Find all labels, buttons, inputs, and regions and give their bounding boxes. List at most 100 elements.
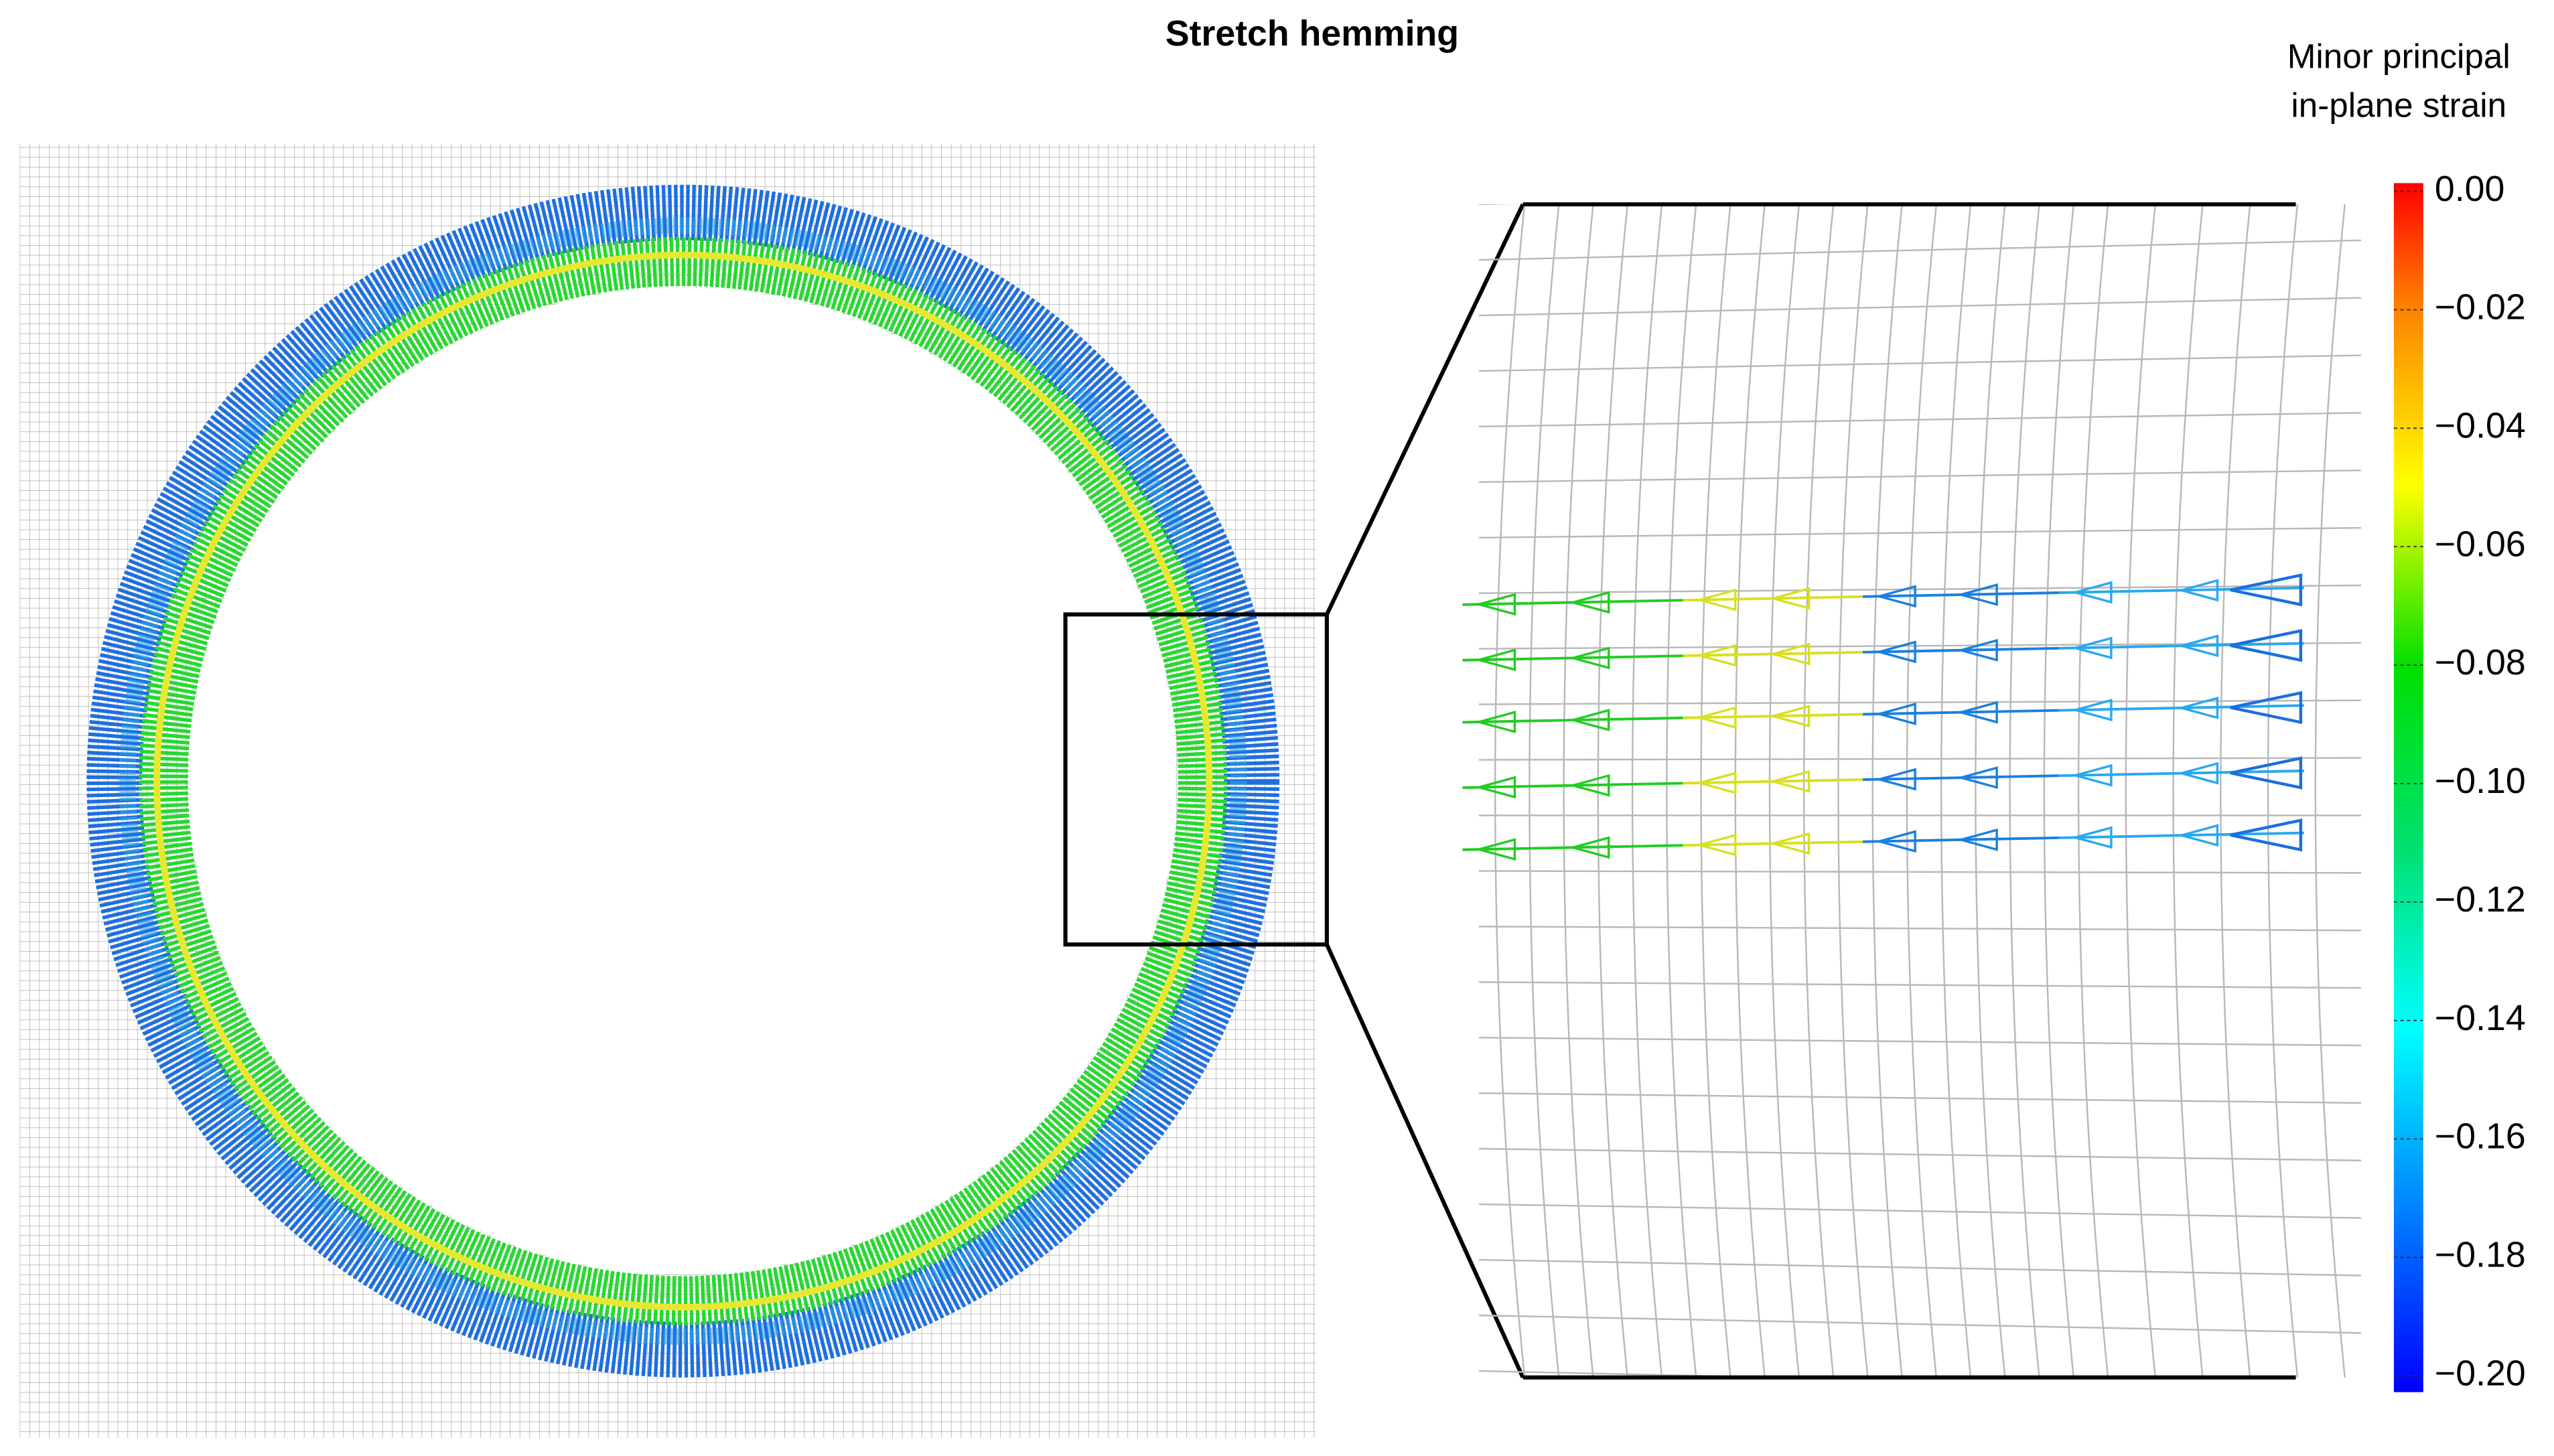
arrow-head <box>1695 588 1737 611</box>
colorbar-tick-label: −0.20 <box>2435 1353 2526 1393</box>
mesh-line <box>1478 1092 2362 1104</box>
mesh-line <box>2077 204 2109 1378</box>
arrow-head <box>1768 770 1811 793</box>
mesh-line <box>1478 699 2362 705</box>
mesh-line <box>1478 1147 2362 1161</box>
mesh-line <box>2043 204 2074 1378</box>
colorbar <box>2393 183 2423 1392</box>
arrow-head <box>2070 581 2113 604</box>
mesh-line <box>1478 1203 2362 1219</box>
colorbar-tick-label: −0.04 <box>2435 406 2526 446</box>
mesh-line <box>1478 1258 2362 1277</box>
arrow-head <box>1874 640 1916 664</box>
mesh-line <box>1768 204 1800 1378</box>
arrow-head <box>1768 832 1811 855</box>
mesh-line <box>1478 1370 1810 1378</box>
colorbar-tick-label: −0.06 <box>2435 524 2526 564</box>
arrow-head <box>2070 763 2113 787</box>
arrow-head <box>1768 587 1811 610</box>
strain-arrows <box>1462 573 2304 861</box>
mesh-line <box>1666 204 1697 1378</box>
arrow-head <box>1695 644 1737 667</box>
mesh-line <box>2267 204 2299 1378</box>
zoom-line <box>1325 943 1525 1378</box>
mesh-line <box>1871 204 1903 1378</box>
mesh-line <box>2363 204 2393 1378</box>
mesh-line <box>1478 412 2362 428</box>
arrow-head <box>2177 824 2219 847</box>
arrow-head <box>1956 639 1998 662</box>
mesh-line <box>2172 204 2204 1378</box>
colorbar-tick-label: −0.02 <box>2435 287 2526 327</box>
arrow-head <box>2230 690 2303 725</box>
zoom-line <box>1325 203 1525 615</box>
arrow-head <box>1874 703 1916 725</box>
colorbar-label: in-plane strain <box>2291 86 2506 125</box>
mesh-line <box>1478 526 2362 539</box>
mesh-line <box>1478 354 2362 372</box>
mesh-line <box>1478 926 2362 932</box>
arrow-head <box>1474 838 1516 861</box>
mesh-line <box>1478 469 2362 484</box>
mesh-line <box>1478 870 2362 874</box>
mesh-line <box>2009 204 2040 1378</box>
arrow-head <box>2070 826 2113 849</box>
arrow-head <box>1568 646 1610 670</box>
mesh-line <box>1478 204 1512 206</box>
colorbar-tick-label: −0.18 <box>2435 1235 2526 1275</box>
mesh-line <box>1478 239 2362 261</box>
arrow-head <box>1874 768 1916 791</box>
arrow-head <box>1956 766 1998 790</box>
arrow-head <box>2230 756 2303 790</box>
arrow-head <box>1695 772 1737 794</box>
mesh-line <box>1478 981 2362 989</box>
mesh-line <box>2220 204 2251 1378</box>
mesh-line <box>1478 1037 2362 1047</box>
arrow-head <box>2230 818 2303 852</box>
arrow-head <box>2177 697 2219 719</box>
mesh-line <box>2125 204 2156 1378</box>
arrow-head <box>2230 629 2303 662</box>
zoom-mesh <box>1478 204 2393 1378</box>
arrow-head <box>1768 705 1811 728</box>
mesh-line <box>1700 204 1731 1378</box>
mesh-line <box>1975 204 2006 1378</box>
colorbar-tick-label: −0.16 <box>2435 1116 2526 1157</box>
colorbar-tick-label: 0.00 <box>2435 169 2504 209</box>
mesh-line <box>1478 584 2362 594</box>
mesh-line <box>1940 204 1972 1378</box>
arrow-head <box>1474 648 1516 672</box>
arrow-head <box>1568 709 1610 732</box>
arrow-head <box>2070 699 2113 722</box>
mesh-line <box>1734 204 1766 1378</box>
arrow-head <box>1474 776 1516 799</box>
arrow-head <box>1768 642 1811 666</box>
colorbar-label: Minor principal <box>2287 38 2510 76</box>
colorbar-tick-label: −0.08 <box>2435 642 2526 682</box>
strain-ring <box>86 184 1280 1378</box>
arrow-head <box>1568 591 1610 614</box>
mesh-line <box>1478 1314 2362 1334</box>
arrow-head <box>2177 761 2219 785</box>
arrow-head <box>1956 828 1998 851</box>
arrow-head <box>1474 711 1516 733</box>
arrow-head <box>1874 830 1916 853</box>
arrow-head <box>2177 634 2219 658</box>
arrow-head <box>1956 701 1998 724</box>
chart-title: Stretch hemming <box>1165 13 1459 54</box>
arrow-head <box>2230 573 2303 607</box>
arrow-head <box>1474 593 1516 616</box>
mesh-line <box>2314 204 2346 1378</box>
colorbar-tick-label: −0.14 <box>2435 998 2526 1038</box>
mesh-line <box>1529 204 1560 1378</box>
arrow-head <box>1956 583 1998 606</box>
colorbar-tick-label: −0.12 <box>2435 879 2526 920</box>
arrow-head <box>2070 636 2113 660</box>
mesh-line <box>1494 204 1526 1378</box>
mesh-line <box>1906 204 1938 1378</box>
mesh-line <box>1837 204 1869 1378</box>
mesh-line <box>1478 297 2362 317</box>
mesh-line <box>1597 204 1628 1378</box>
